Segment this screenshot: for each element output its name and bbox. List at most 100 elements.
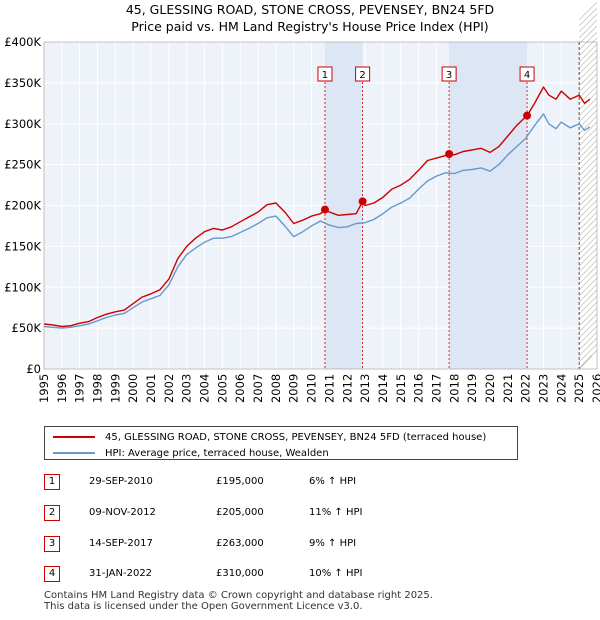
transaction-price: £205,000 — [216, 507, 264, 518]
hatch-line — [578, 79, 598, 99]
x-tick-label: 2022 — [519, 374, 533, 403]
hatch-line — [578, 49, 598, 69]
table-row: 4 31-JAN-2022 £310,000 10% ↑ HPI — [44, 566, 464, 586]
hatch-line — [578, 211, 598, 231]
series-lines — [43, 41, 598, 370]
x-tick-label: 1999 — [108, 374, 122, 403]
x-tick-label: 2024 — [554, 374, 568, 403]
transaction-date: 29-SEP-2010 — [89, 476, 153, 487]
x-tick-label: 2017 — [429, 374, 443, 403]
hatch-line — [578, 121, 598, 141]
x-axis-ticks: 1995 1996 1997 1998 1999 2000 2001 2002 2003 2004… — [37, 374, 600, 403]
hatch-line — [578, 235, 598, 255]
y-tick-label: £250K — [4, 158, 41, 172]
plot-frame — [43, 41, 598, 370]
sale-point — [358, 197, 367, 206]
hatch-line — [578, 199, 598, 219]
chart-title-line2: Price paid vs. HM Land Registry's House … — [131, 19, 488, 34]
x-tick-label: 2010 — [305, 374, 319, 403]
hatch-line — [578, 283, 598, 303]
x-tick-label: 2004 — [198, 374, 212, 403]
sale-label-box — [519, 66, 535, 82]
hatch-line — [578, 1, 598, 21]
hatch-line — [578, 217, 598, 237]
sale-point — [320, 205, 329, 214]
price-chart: 45, GLESSING ROAD, STONE CROSS, PEVENSEY… — [4, 1, 600, 403]
x-tick-label: 2012 — [340, 374, 354, 403]
sale-markers: 1 2 3 4 — [317, 66, 535, 214]
x-tick-label: 2016 — [412, 374, 426, 403]
x-tick-label: 2018 — [447, 374, 461, 403]
legend-label-property: 45, GLESSING ROAD, STONE CROSS, PEVENSEY… — [105, 431, 487, 443]
hatch-line — [578, 181, 598, 201]
hatch-line — [578, 307, 598, 327]
hatch-line — [578, 313, 598, 333]
transaction-hpi: 11% ↑ HPI — [309, 507, 363, 518]
hatch-line — [578, 157, 598, 177]
hatch-line — [578, 271, 598, 291]
hatch-line — [578, 337, 598, 357]
hatch-line — [578, 229, 598, 249]
hatch-line — [578, 13, 598, 33]
y-tick-label: £100K — [4, 280, 41, 294]
hatch-line — [578, 97, 598, 117]
x-tick-label: 1995 — [37, 374, 51, 403]
hatch-line — [578, 301, 598, 321]
transaction-number: 4 — [44, 566, 60, 582]
hatch-line — [578, 37, 598, 57]
x-tick-label: 2011 — [322, 374, 336, 403]
x-tick-label: 2014 — [376, 374, 390, 403]
x-tick-label: 2019 — [465, 374, 479, 403]
transaction-price: £263,000 — [216, 538, 264, 549]
hatch-line — [578, 259, 598, 279]
hatch-line — [578, 253, 598, 273]
hatch-line — [578, 319, 598, 339]
property-series-line — [43, 86, 591, 328]
table-row: 3 14-SEP-2017 £263,000 9% ↑ HPI — [44, 536, 464, 556]
hatch-line — [578, 193, 598, 213]
y-axis-ticks: £0 £50K £100K £150K £200K £250K £300K £350K £400… — [4, 35, 41, 376]
transaction-price: £310,000 — [216, 568, 264, 579]
legend-swatch-hpi — [53, 452, 95, 454]
x-tick-label: 2009 — [287, 374, 301, 403]
shaded-span — [324, 42, 363, 369]
footer: Contains HM Land Registry data © Crown c… — [44, 590, 433, 612]
footer-line1: Contains HM Land Registry data © Crown c… — [44, 590, 433, 601]
sale-label: 2 — [359, 70, 365, 81]
forecast-region — [579, 42, 597, 369]
hatch-line — [578, 241, 598, 261]
chart-title-line1: 45, GLESSING ROAD, STONE CROSS, PEVENSEY… — [126, 2, 494, 17]
sale-label: 4 — [524, 70, 530, 81]
legend-label-hpi: HPI: Average price, terraced house, Weal… — [105, 447, 329, 459]
hatch-line — [578, 19, 598, 39]
transaction-hpi: 6% ↑ HPI — [309, 476, 357, 487]
x-tick-label: 2026 — [590, 374, 600, 403]
sale-label-box — [355, 66, 371, 82]
x-tick-label: 2020 — [483, 374, 497, 403]
hatch-line — [578, 223, 598, 243]
transaction-date: 09-NOV-2012 — [89, 507, 156, 518]
hatch-line — [578, 289, 598, 309]
hatch-line — [578, 151, 598, 171]
x-tick-label: 2003 — [180, 374, 194, 403]
hatch-line — [578, 277, 598, 297]
table-row: 1 29-SEP-2010 £195,000 6% ↑ HPI — [44, 474, 464, 494]
transaction-number: 2 — [44, 505, 60, 521]
hatch-line — [578, 331, 598, 351]
hatch-line — [578, 109, 598, 129]
hatch-line — [578, 55, 598, 75]
hatch-line — [578, 349, 598, 369]
y-tick-label: £300K — [4, 117, 41, 131]
x-tick-label: 1996 — [55, 374, 69, 403]
table-row: 2 09-NOV-2012 £205,000 11% ↑ HPI — [44, 505, 464, 525]
hatch-line — [578, 43, 598, 63]
hatch-line — [578, 103, 598, 123]
hatch-line — [578, 73, 598, 93]
hatch-line — [578, 139, 598, 159]
x-tick-label: 1997 — [73, 374, 87, 403]
hatch-line — [578, 133, 598, 153]
legend-item-property: 45, GLESSING ROAD, STONE CROSS, PEVENSEY… — [53, 429, 486, 445]
hatch-line — [578, 205, 598, 225]
transaction-date: 31-JAN-2022 — [89, 568, 153, 579]
footer-line2: This data is licensed under the Open Gov… — [44, 601, 363, 612]
